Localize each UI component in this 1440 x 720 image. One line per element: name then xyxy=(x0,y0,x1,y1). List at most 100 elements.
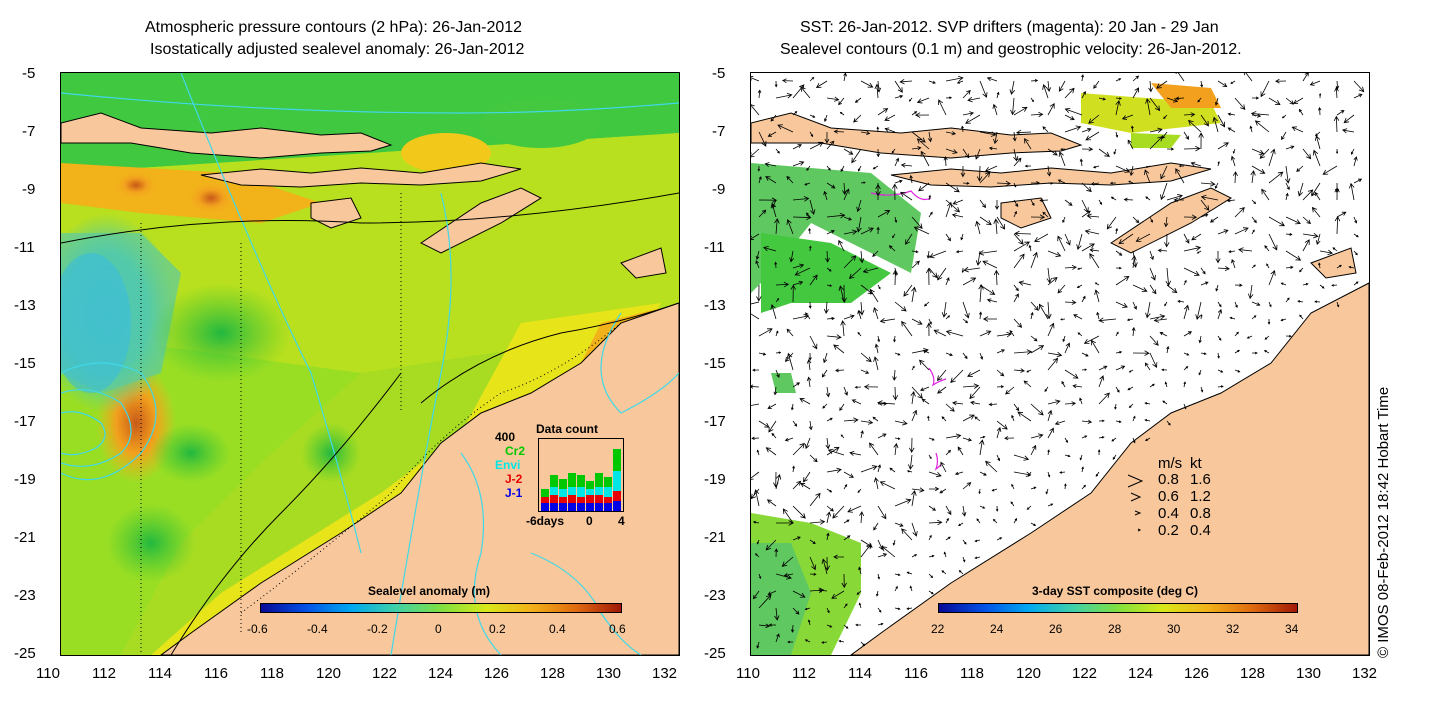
velocity-arrow xyxy=(774,218,780,235)
velocity-arrow xyxy=(1084,229,1100,235)
velocity-arrow xyxy=(879,481,896,490)
velocity-arrow xyxy=(1009,80,1015,95)
velocity-arrow xyxy=(1353,80,1365,93)
velocity-arrow xyxy=(962,277,977,286)
velocity-arrow xyxy=(911,347,929,354)
velocity-arrow xyxy=(758,594,772,609)
velocity-arrow xyxy=(894,157,900,167)
velocity-arrow xyxy=(803,471,811,483)
velocity-arrow xyxy=(766,499,777,507)
velocity-arrow xyxy=(1183,145,1201,152)
velocity-arrow xyxy=(792,214,812,221)
velocity-arrow xyxy=(894,585,898,592)
velocity-arrow xyxy=(843,471,855,478)
velocity-arrow xyxy=(1200,386,1204,393)
velocity-arrow xyxy=(1175,168,1185,184)
velocity-arrow xyxy=(1200,199,1210,211)
velocity-arrow xyxy=(905,233,913,245)
velocity-arrow xyxy=(1113,148,1117,155)
velocity-arrow xyxy=(1217,335,1222,341)
velocity-arrow xyxy=(978,311,983,320)
velocity-arrow xyxy=(1285,182,1290,191)
velocity-arrow xyxy=(1231,258,1236,269)
velocity-arrow xyxy=(1285,192,1289,201)
velocity-arrow xyxy=(1018,280,1032,286)
left-lat-label: -5 xyxy=(22,65,36,82)
velocity-arrow xyxy=(826,267,832,272)
velocity-arrow xyxy=(1017,411,1032,422)
data-count-xlabel: 0 xyxy=(586,514,593,528)
velocity-arrow xyxy=(979,330,992,337)
velocity-arrow xyxy=(1098,199,1103,205)
left-lat-label: -15 xyxy=(14,355,36,372)
velocity-arrow xyxy=(843,229,858,235)
velocity-arrow xyxy=(858,602,862,609)
velocity-arrow xyxy=(877,505,887,520)
velocity-arrow xyxy=(806,376,812,388)
velocity-arrow xyxy=(869,442,879,456)
velocity-arrow xyxy=(1336,211,1347,218)
velocity-arrow xyxy=(843,535,851,541)
velocity-arrow xyxy=(911,286,917,303)
velocity-arrow xyxy=(1011,414,1015,422)
velocity-arrow xyxy=(994,199,1000,210)
velocity-arrow xyxy=(1314,191,1321,201)
velocity-arrow xyxy=(860,543,872,558)
velocity-arrow xyxy=(1030,181,1040,185)
velocity-arrow xyxy=(758,176,762,184)
velocity-arrow xyxy=(833,554,845,560)
velocity-arrow xyxy=(881,546,896,558)
velocity-arrow xyxy=(993,131,999,145)
velocity-arrow xyxy=(1183,112,1196,117)
velocity-arrow xyxy=(1160,165,1168,180)
velocity-arrow xyxy=(858,566,862,575)
right-lon-label: 116 xyxy=(904,665,928,682)
velocity-arrow xyxy=(1251,229,1255,235)
velocity-arrow xyxy=(1110,196,1117,201)
left-lat-label: -21 xyxy=(14,529,36,546)
right-colorbar-label: 30 xyxy=(1167,622,1181,636)
left-lon-label: 114 xyxy=(148,665,172,682)
velocity-arrow xyxy=(943,156,948,167)
velocity-arrow xyxy=(765,539,777,551)
velocity-arrow xyxy=(1013,241,1031,252)
velocity-arrow xyxy=(1280,282,1287,286)
velocity-key-kt: 1.2 xyxy=(1190,488,1211,505)
velocity-arrow xyxy=(854,97,862,103)
velocity-arrow xyxy=(775,281,790,288)
velocity-arrow xyxy=(771,432,777,439)
right-lat-label: -25 xyxy=(704,645,726,662)
velocity-arrow xyxy=(1183,403,1187,410)
velocity-arrow xyxy=(928,194,931,201)
velocity-arrow xyxy=(843,73,847,82)
right-lon-label: 114 xyxy=(848,665,872,682)
velocity-arrow xyxy=(1217,142,1229,150)
velocity-arrow xyxy=(941,301,948,318)
velocity-arrow xyxy=(1197,97,1202,103)
left-colorbar-label: -0.4 xyxy=(307,622,328,636)
velocity-arrow xyxy=(894,420,908,426)
velocity-arrow xyxy=(1081,146,1094,152)
velocity-arrow xyxy=(911,131,926,143)
velocity-arrow xyxy=(1183,245,1202,252)
velocity-arrow xyxy=(824,131,830,144)
velocity-arrow xyxy=(1115,350,1123,354)
velocity-arrow xyxy=(1010,97,1016,116)
velocity-arrow xyxy=(1081,182,1092,193)
velocity-arrow xyxy=(978,284,984,303)
velocity-arrow xyxy=(1164,233,1170,248)
velocity-arrow xyxy=(1115,99,1121,116)
velocity-arrow xyxy=(1064,233,1071,246)
velocity-arrow xyxy=(1135,233,1151,242)
velocity-arrow xyxy=(945,131,957,136)
velocity-arrow xyxy=(1013,148,1019,162)
velocity-arrow xyxy=(1047,102,1055,116)
velocity-arrow xyxy=(1106,216,1117,230)
velocity-arrow xyxy=(961,505,967,517)
velocity-arrow xyxy=(1130,125,1134,133)
velocity-arrow xyxy=(1334,187,1340,201)
velocity-arrow xyxy=(1234,301,1238,309)
velocity-arrow xyxy=(1030,79,1039,83)
velocity-arrow xyxy=(1014,230,1032,237)
velocity-arrow xyxy=(1081,74,1085,82)
